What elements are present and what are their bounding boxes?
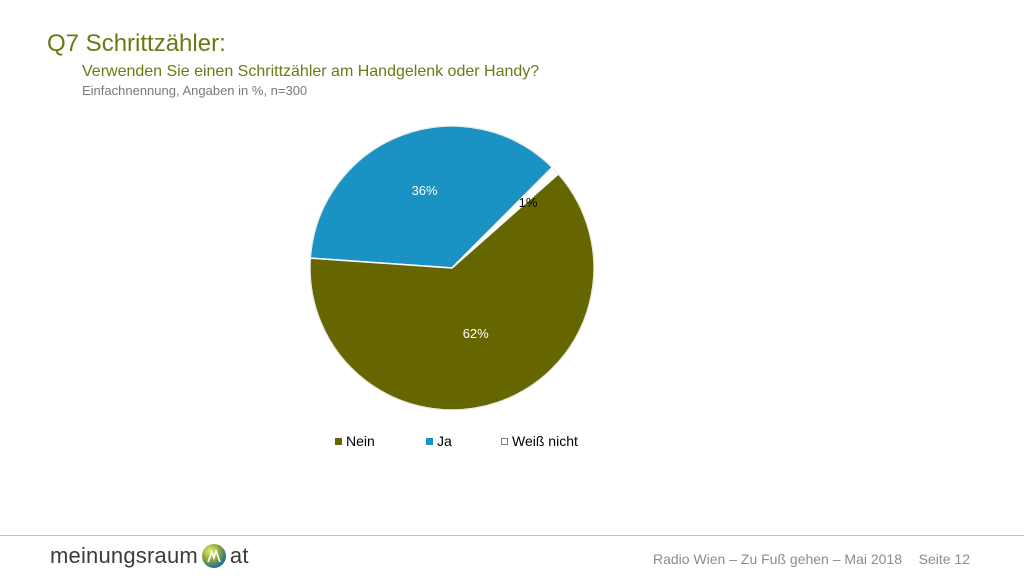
page-number: Seite 12	[918, 551, 970, 567]
chart-legend: Nein Ja Weiß nicht	[0, 433, 1024, 451]
pie-chart: 62% 36% 1%	[309, 125, 595, 411]
globe-icon	[201, 544, 226, 568]
question-text: Verwenden Sie einen Schrittzähler am Han…	[82, 63, 540, 80]
logo-text-left: meinungsraum	[50, 543, 198, 568]
legend-label-weiss-nicht: Weiß nicht	[512, 433, 578, 449]
footer-divider	[0, 535, 1024, 536]
logo-text-right: at	[229, 543, 249, 568]
legend-swatch-nein	[335, 437, 342, 445]
footer-text: Radio Wien – Zu Fuß gehen – Mai 2018	[652, 551, 902, 567]
data-label-nein: 62%	[463, 326, 489, 341]
sample-note: Einfachnennung, Angaben in %, n=300	[82, 83, 308, 98]
legend-swatch-ja	[426, 437, 433, 445]
legend-item-nein: Nein	[335, 433, 375, 449]
pie-outline	[309, 125, 595, 411]
legend-swatch-weiss-nicht	[501, 437, 508, 445]
page-title: Q7 Schrittzähler:	[47, 30, 226, 57]
meinungsraum-logo: meinungsraum at	[50, 541, 249, 571]
legend-label-nein: Nein	[346, 433, 375, 449]
legend-item-weiss-nicht: Weiß nicht	[501, 433, 578, 449]
data-label-ja: 36%	[412, 183, 438, 198]
legend-item-ja: Ja	[426, 433, 452, 449]
legend-label-ja: Ja	[437, 433, 452, 449]
data-label-weiss-nicht: 1%	[519, 195, 538, 210]
